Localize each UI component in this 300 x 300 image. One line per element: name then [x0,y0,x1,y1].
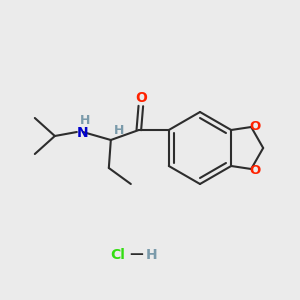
Text: N: N [77,126,88,140]
Text: Cl: Cl [111,248,125,262]
Text: O: O [250,119,261,133]
Text: O: O [250,164,261,176]
Text: H: H [80,115,90,128]
Text: O: O [135,91,147,105]
Text: H: H [114,124,124,136]
Text: H: H [146,248,158,262]
Text: —: — [129,247,143,261]
